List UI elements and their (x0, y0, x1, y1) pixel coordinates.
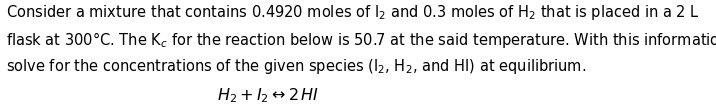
Text: $H_2 + I_2 \leftrightarrow 2\,HI$: $H_2 + I_2 \leftrightarrow 2\,HI$ (218, 87, 319, 105)
Text: solve for the concentrations of the given species (I$_2$, H$_2$, and HI) at equi: solve for the concentrations of the give… (6, 57, 586, 76)
Text: Consider a mixture that contains 0.4920 moles of I$_2$ and 0.3 moles of H$_2$ th: Consider a mixture that contains 0.4920 … (6, 3, 700, 22)
Text: flask at 300°C. The K$_c$ for the reaction below is 50.7 at the said temperature: flask at 300°C. The K$_c$ for the reacti… (6, 30, 716, 50)
